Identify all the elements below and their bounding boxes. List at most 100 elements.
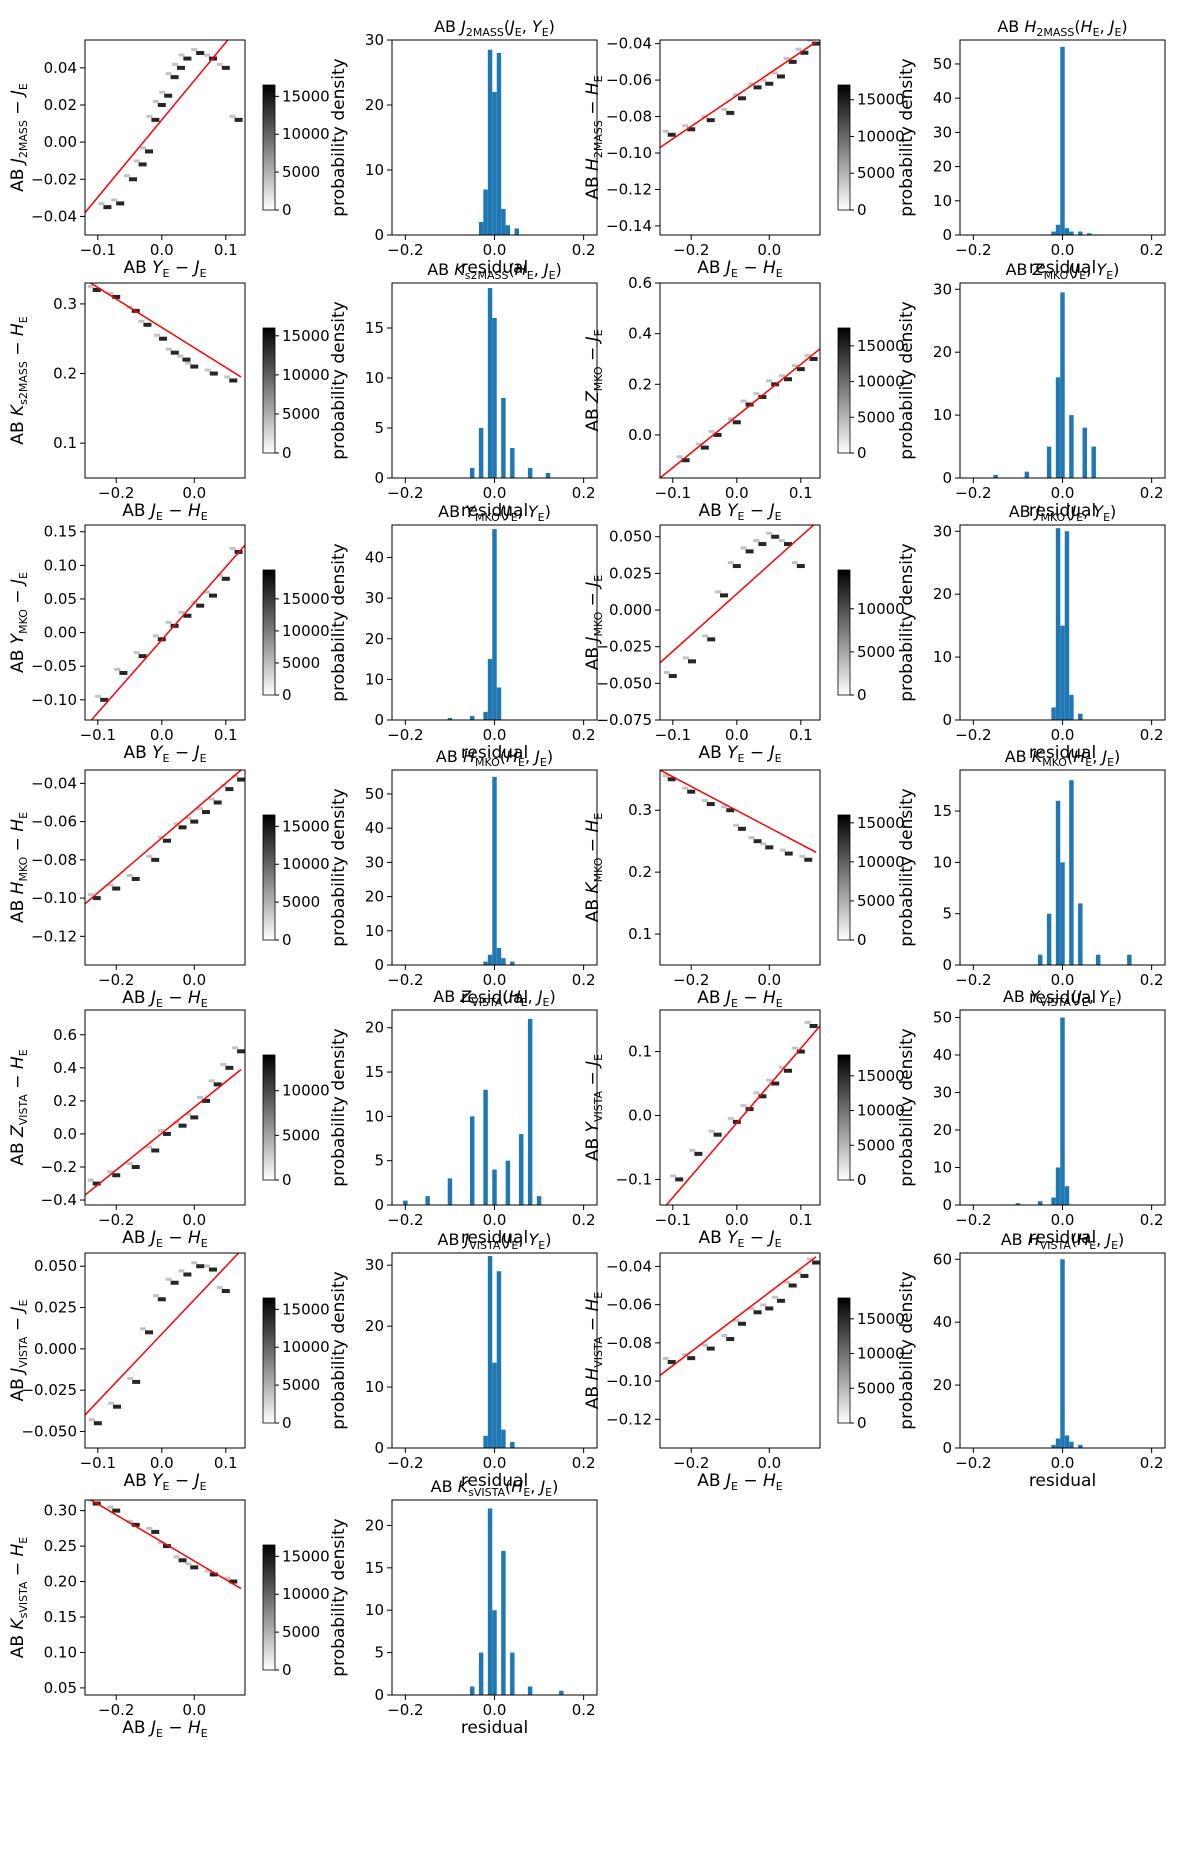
chart-title: AB YMKO(JE, YE) [438, 502, 551, 524]
histogram-bar [469, 1686, 475, 1695]
scatter-point [737, 96, 746, 101]
scatter-point [676, 455, 683, 459]
histogram-bar [1055, 224, 1061, 235]
plot-area [87, 1500, 242, 1590]
scatter-point [771, 71, 778, 75]
scatter-point [191, 48, 198, 51]
scatter-point [196, 51, 205, 55]
x-tick-label: −0.2 [98, 1701, 134, 1719]
colorbar [837, 1297, 851, 1424]
y-axis-label: AB YMKO − JE [8, 572, 30, 673]
histogram-bar [1046, 913, 1052, 965]
y-tick-label: 0.4 [53, 1059, 77, 1077]
x-tick-label: −0.2 [98, 1211, 134, 1229]
y-tick-label: 20 [933, 1121, 952, 1139]
y-tick-label: 40 [933, 1046, 952, 1064]
colorbar-tick-label: 0 [282, 444, 292, 462]
plot-area [1015, 1017, 1070, 1205]
histogram-bar [403, 1200, 408, 1205]
axes-frame [659, 1009, 821, 1206]
x-tick-label: −0.2 [955, 241, 991, 259]
panel-h3: −0.2 0.0 0.2 0 5 10 15 residual probability dens… [329, 260, 598, 521]
scatter-point [185, 816, 192, 820]
panel-c9: −0.2 0.0 −0.4 −0.2 0.0 0.2 0.4 0.6 AB JE − HE AB … [8, 1009, 330, 1250]
scatter-point [165, 620, 172, 624]
colorbar [262, 1297, 276, 1424]
colorbar [837, 814, 851, 941]
scatter-point [221, 576, 230, 581]
y-tick-label: 0.02 [44, 96, 77, 114]
chart-title: AB ZMKO(JE, YE) [1006, 260, 1120, 282]
scatter-point [107, 291, 114, 295]
y-tick-label: 0.000 [609, 601, 652, 619]
histogram-bar [447, 1178, 453, 1205]
x-tick-label: −0.2 [98, 484, 134, 502]
scatter-point [732, 93, 739, 97]
plot-area [478, 49, 520, 235]
y-tick-label: −0.12 [606, 1410, 652, 1428]
histogram-bar [1024, 471, 1030, 478]
scatter-point [779, 539, 785, 543]
histogram-bar [492, 318, 497, 478]
y-tick-label: 50 [365, 785, 384, 803]
axes-frame [84, 1009, 246, 1206]
y-tick-label: 50 [933, 55, 952, 73]
plot-area [660, 1256, 820, 1376]
scatter-point [726, 1337, 735, 1342]
y-tick-label: 0.30 [44, 1502, 77, 1520]
y-tick-label: 30 [365, 1256, 384, 1274]
scatter-point [170, 350, 179, 355]
colorbar-tick-label: 10000 [282, 1338, 330, 1356]
scatter-point [701, 799, 708, 803]
x-tick-label: −0.2 [387, 1454, 423, 1472]
scatter-point [196, 1264, 205, 1269]
scatter-point [92, 1181, 101, 1186]
x-tick-label: 0.1 [214, 1454, 238, 1472]
scatter-point [146, 114, 153, 118]
y-tick-label: 30 [933, 1084, 952, 1102]
scatter-point [127, 1376, 134, 1380]
x-tick-label: 0.2 [572, 241, 596, 259]
y-axis-label: probability density [897, 1271, 917, 1429]
axes-frame [659, 39, 821, 236]
fit-line [660, 348, 820, 478]
colorbar-tick-label: 15000 [857, 91, 905, 109]
scatter-point [154, 333, 161, 337]
scatter-point [183, 613, 192, 618]
y-tick-label: 10 [933, 648, 952, 666]
x-axis-label: residual [461, 258, 528, 278]
y-tick-label: −0.025 [21, 1381, 77, 1399]
scatter-point [667, 1359, 676, 1364]
scatter-point [191, 1261, 198, 1265]
scatter-point [720, 593, 728, 598]
y-tick-label: 0.15 [44, 1608, 77, 1626]
colorbar-tick-label: 0 [282, 1414, 292, 1432]
x-tick-label: 0.2 [1140, 1454, 1164, 1472]
colorbar-tick-label: 5000 [282, 405, 320, 423]
scatter-point [765, 1306, 774, 1311]
plot-area [447, 529, 502, 720]
histogram-bar [483, 711, 488, 720]
scatter-point [146, 854, 153, 858]
panel-c10: −0.1 0.0 0.1 −0.1 0.0 0.1 AB YE − JE AB YVISTA … [583, 1009, 905, 1250]
colorbar-tick-label: 15000 [857, 1310, 905, 1328]
x-tick-label: 0.1 [789, 484, 813, 502]
scatter-point [675, 1177, 684, 1182]
scatter-point [208, 1079, 215, 1083]
histogram-bar [501, 209, 506, 235]
scatter-point [213, 1082, 222, 1087]
histogram-bar [487, 1256, 493, 1448]
x-axis-label: residual [461, 988, 528, 1008]
y-tick-label: −0.025 [596, 638, 652, 656]
scatter-point [776, 1298, 785, 1303]
y-tick-label: 0.4 [628, 325, 652, 343]
y-axis-label: probability density [897, 1028, 917, 1186]
y-tick-label: 10 [365, 1601, 384, 1619]
scatter-point [800, 1273, 809, 1278]
y-tick-label: 0 [942, 226, 952, 244]
scatter-point [737, 1321, 746, 1326]
colorbar-tick-label: 10000 [857, 127, 905, 145]
plot-area [85, 40, 243, 214]
y-tick-label: 0.025 [609, 564, 652, 582]
colorbar-tick-label: 5000 [282, 893, 320, 911]
